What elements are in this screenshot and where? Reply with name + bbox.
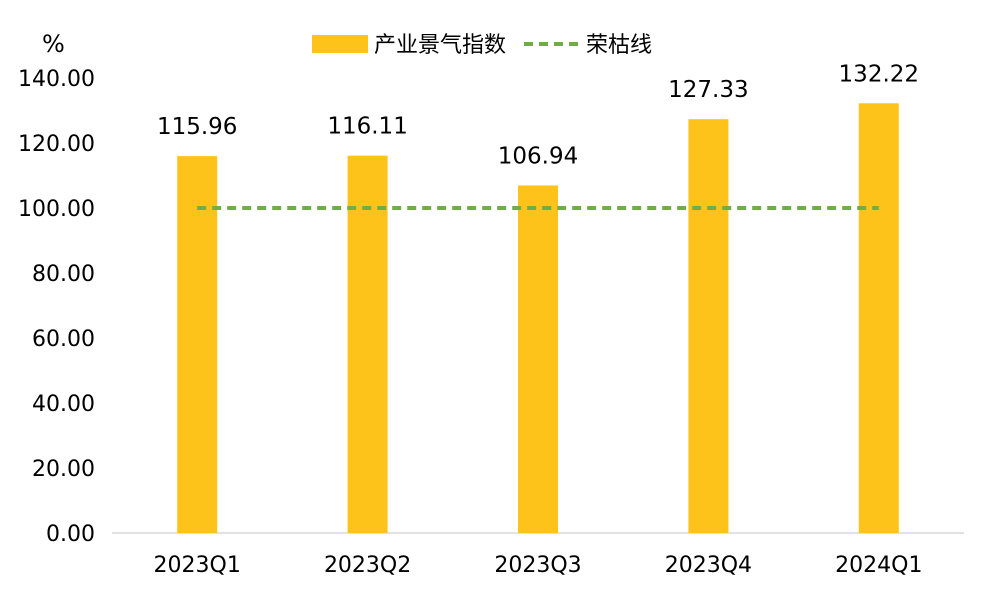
bar <box>518 185 558 533</box>
bar <box>177 156 218 533</box>
x-axis: 2023Q1 2023Q2 2023Q3 2023Q4 2024Q1 <box>154 553 923 578</box>
bar-data-label: 115.96 <box>157 114 237 140</box>
x-tick-label: 2023Q2 <box>324 553 411 578</box>
y-axis-unit-label: % <box>42 30 65 58</box>
legend-label-line: 荣枯线 <box>586 33 652 58</box>
bar-data-label: 132.22 <box>839 61 919 87</box>
y-tick-label: 100.00 <box>18 197 95 222</box>
x-tick-label: 2023Q1 <box>154 553 241 578</box>
legend: 产业景气指数 荣枯线 <box>312 33 652 58</box>
bar-series <box>177 103 899 534</box>
legend-swatch-bar <box>312 35 368 53</box>
bar <box>858 103 899 533</box>
bar-data-label: 127.33 <box>668 77 748 103</box>
data-labels: 115.96 116.11 106.94 127.33 132.22 <box>157 61 919 169</box>
legend-label-bar: 产业景气指数 <box>374 33 506 58</box>
x-tick-label: 2023Q3 <box>494 553 581 578</box>
y-tick-label: 60.00 <box>32 327 95 352</box>
y-tick-label: 120.00 <box>18 132 95 157</box>
bar <box>347 155 388 533</box>
y-tick-label: 140.00 <box>18 67 95 92</box>
x-tick-label: 2024Q1 <box>835 553 922 578</box>
y-tick-label: 20.00 <box>32 457 95 482</box>
bar <box>688 119 729 534</box>
y-tick-label: 40.00 <box>32 392 95 417</box>
bar-data-label: 106.94 <box>498 143 578 169</box>
y-tick-label: 80.00 <box>32 262 95 287</box>
bar-data-label: 116.11 <box>327 114 407 140</box>
y-axis: 0.00 20.00 40.00 60.00 80.00 100.00 120.00 140.… <box>18 67 95 547</box>
y-tick-label: 0.00 <box>46 522 95 547</box>
x-tick-label: 2023Q4 <box>665 553 752 578</box>
